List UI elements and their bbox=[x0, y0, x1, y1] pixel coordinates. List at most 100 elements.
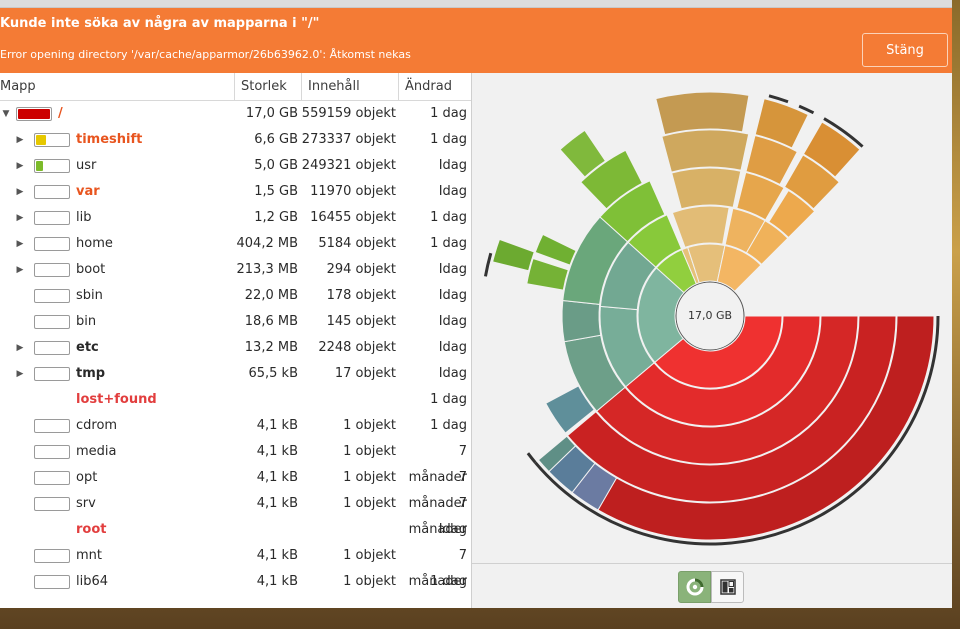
ring-segment[interactable] bbox=[655, 91, 750, 136]
table-row[interactable]: lost+found 1 dag bbox=[0, 387, 471, 413]
folder-name: sbin bbox=[76, 288, 103, 303]
table-row[interactable]: root Idag bbox=[0, 517, 471, 543]
ring-segment[interactable] bbox=[545, 385, 595, 434]
chart-center[interactable] bbox=[675, 281, 745, 351]
folder-modified: 1 dag bbox=[430, 418, 467, 433]
table-row[interactable]: opt 4,1 kB 1 objekt 7 månader bbox=[0, 465, 471, 511]
folder-modified: Idag bbox=[438, 314, 467, 329]
ring-segment[interactable] bbox=[671, 205, 730, 249]
ring-segment[interactable] bbox=[768, 189, 816, 239]
folder-modified: 1 dag bbox=[430, 106, 467, 121]
expand-arrow-icon[interactable]: ▶ bbox=[16, 187, 24, 197]
expand-arrow-icon[interactable]: ▶ bbox=[16, 161, 24, 171]
table-row[interactable]: ▶ tmp 65,5 kB 17 objekt Idag bbox=[0, 361, 471, 387]
close-banner-button[interactable]: Stäng bbox=[862, 33, 948, 67]
ring-segment[interactable] bbox=[534, 233, 577, 266]
table-row[interactable]: mnt 4,1 kB 1 objekt 7 månader bbox=[0, 543, 471, 589]
folder-size: 1,5 GB bbox=[254, 184, 298, 199]
ring-segment[interactable] bbox=[754, 98, 809, 149]
ring-segment[interactable] bbox=[745, 134, 798, 186]
folder-list: ▼ / 17,0 GB 559159 objekt 1 dag ▶ timeshift 6,6… bbox=[0, 101, 471, 595]
expand-arrow-icon[interactable]: ▶ bbox=[16, 265, 24, 275]
folder-contents: 1 objekt bbox=[343, 470, 396, 485]
usage-bar bbox=[34, 159, 70, 173]
table-row[interactable]: srv 4,1 kB 1 objekt 7 månader bbox=[0, 491, 471, 537]
ring-segment[interactable] bbox=[561, 299, 602, 343]
table-row[interactable]: ▶ lib 1,2 GB 16455 objekt 1 dag bbox=[0, 205, 471, 231]
ring-segment-boot[interactable] bbox=[716, 244, 762, 292]
folder-modified: 1 dag bbox=[430, 132, 467, 147]
usage-bar bbox=[16, 107, 52, 121]
table-row[interactable]: sbin 22,0 MB 178 objekt Idag bbox=[0, 283, 471, 309]
folder-size: 4,1 kB bbox=[256, 444, 298, 459]
folder-contents: 294 objekt bbox=[326, 262, 396, 277]
collapse-arrow-icon[interactable]: ▼ bbox=[2, 109, 10, 119]
folder-tree-panel: Mapp Storlek Innehåll Ändrad ▼ / 17,0 GB 55… bbox=[0, 73, 471, 608]
ring-chart-icon bbox=[686, 578, 703, 596]
header-contents[interactable]: Innehåll bbox=[302, 73, 399, 101]
folder-modified: 1 dag bbox=[430, 392, 467, 407]
table-row[interactable]: cdrom 4,1 kB 1 objekt 1 dag bbox=[0, 413, 471, 439]
usage-bar bbox=[34, 133, 70, 147]
ring-edge-marker bbox=[768, 94, 789, 104]
table-row[interactable]: ▶ home 404,2 MB 5184 objekt 1 dag bbox=[0, 231, 471, 257]
table-row[interactable]: media 4,1 kB 1 objekt 7 månader bbox=[0, 439, 471, 485]
header-size[interactable]: Storlek bbox=[235, 73, 302, 101]
expand-arrow-icon[interactable]: ▶ bbox=[16, 369, 24, 379]
ring-segment[interactable] bbox=[661, 129, 750, 173]
folder-name: lib64 bbox=[76, 574, 109, 589]
folder-size: 5,0 GB bbox=[254, 158, 298, 173]
folder-contents: 1 objekt bbox=[343, 574, 396, 589]
ring-segment-timeshift[interactable] bbox=[654, 315, 783, 389]
ring-chart-view-button[interactable] bbox=[678, 571, 711, 603]
table-row[interactable]: bin 18,6 MB 145 objekt Idag bbox=[0, 309, 471, 335]
header-folder[interactable]: Mapp bbox=[0, 73, 235, 101]
ring-chart[interactable] bbox=[472, 73, 952, 563]
ring-segment[interactable] bbox=[595, 315, 859, 465]
folder-size: 1,2 GB bbox=[254, 210, 298, 225]
ring-segment[interactable] bbox=[625, 315, 821, 427]
usage-bar-fill bbox=[36, 135, 46, 145]
ring-segment[interactable] bbox=[566, 315, 897, 503]
ring-segment[interactable] bbox=[783, 154, 840, 210]
treemap-view-button[interactable] bbox=[711, 571, 744, 603]
ring-segment[interactable] bbox=[736, 171, 785, 221]
ring-segment[interactable] bbox=[492, 238, 535, 272]
ring-segment[interactable] bbox=[559, 129, 607, 178]
ring-segment[interactable] bbox=[599, 180, 666, 243]
folder-name: etc bbox=[76, 340, 99, 355]
expand-arrow-icon[interactable]: ▶ bbox=[16, 343, 24, 353]
table-row[interactable]: ▶ boot 213,3 MB 294 objekt Idag bbox=[0, 257, 471, 283]
ring-segment[interactable] bbox=[671, 167, 742, 210]
folder-size: 4,1 kB bbox=[256, 548, 298, 563]
folder-size: 18,6 MB bbox=[244, 314, 298, 329]
header-modified[interactable]: Ändrad bbox=[405, 79, 452, 94]
ring-segment[interactable] bbox=[627, 214, 683, 268]
title-strip bbox=[0, 0, 952, 8]
ring-segment[interactable] bbox=[537, 435, 577, 473]
expand-arrow-icon[interactable]: ▶ bbox=[16, 135, 24, 145]
folder-contents: 1 objekt bbox=[343, 418, 396, 433]
table-row[interactable]: lib64 4,1 kB 1 objekt 1 dag bbox=[0, 569, 471, 595]
pane-divider[interactable] bbox=[471, 73, 472, 608]
table-row[interactable]: ▶ etc 13,2 MB 2248 objekt Idag bbox=[0, 335, 471, 361]
ring-segment[interactable] bbox=[526, 257, 569, 291]
table-row[interactable]: ▶ var 1,5 GB 11970 objekt Idag bbox=[0, 179, 471, 205]
ring-segment[interactable] bbox=[745, 220, 789, 266]
folder-size: 4,1 kB bbox=[256, 574, 298, 589]
ring-segment[interactable] bbox=[580, 149, 644, 210]
expand-arrow-icon[interactable]: ▶ bbox=[16, 239, 24, 249]
folder-contents: 2248 objekt bbox=[318, 340, 396, 355]
table-row[interactable]: ▶ usr 5,0 GB 249321 objekt Idag bbox=[0, 153, 471, 179]
folder-modified: 7 månader bbox=[408, 496, 467, 537]
expand-arrow-icon[interactable]: ▶ bbox=[16, 213, 24, 223]
folder-contents: 16455 objekt bbox=[310, 210, 396, 225]
usage-bar bbox=[34, 419, 70, 433]
table-row[interactable]: ▶ timeshift 6,6 GB 273337 objekt 1 dag bbox=[0, 127, 471, 153]
table-row[interactable]: ▼ / 17,0 GB 559159 objekt 1 dag bbox=[0, 101, 471, 127]
folder-name: / bbox=[58, 106, 63, 121]
usage-bar bbox=[34, 211, 70, 225]
folder-modified: 7 månader bbox=[408, 444, 467, 485]
folder-name: home bbox=[76, 236, 113, 251]
ring-segment[interactable] bbox=[802, 121, 861, 178]
